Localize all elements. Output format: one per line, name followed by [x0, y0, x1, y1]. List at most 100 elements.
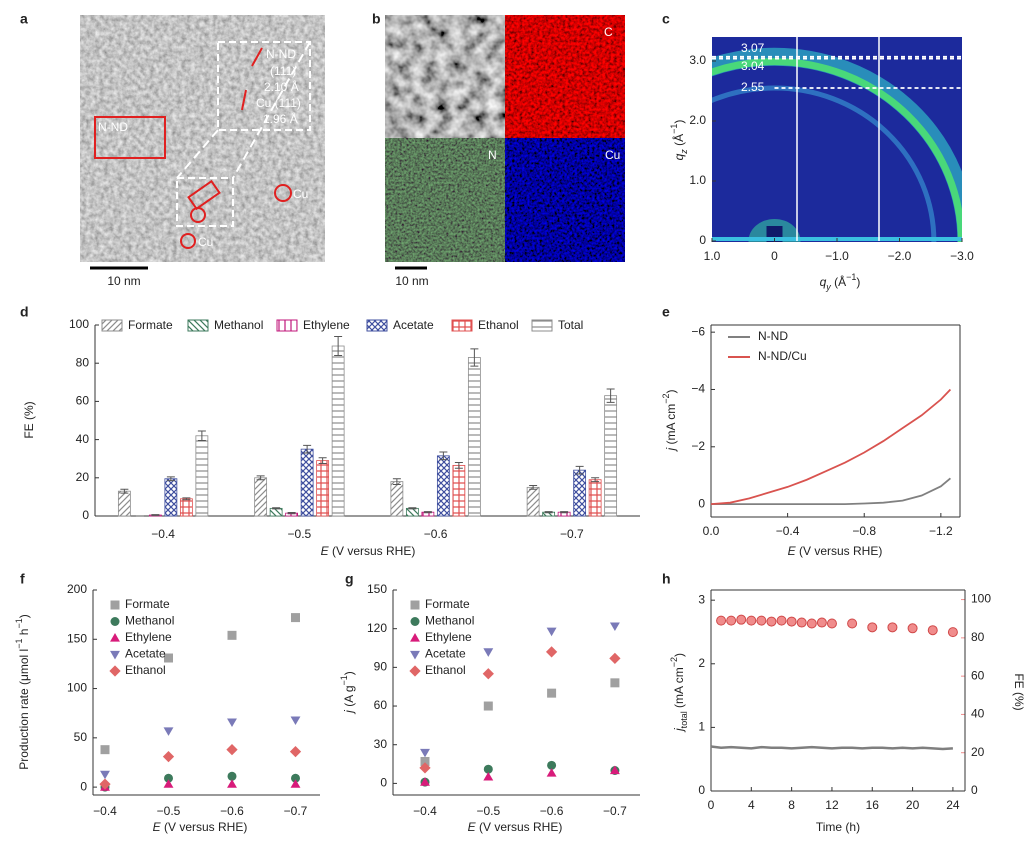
bar [164, 478, 178, 517]
y-tick-label: 0 [699, 233, 706, 247]
legend-label: Formate [128, 318, 173, 332]
spacing-label: 2.55 [741, 80, 765, 94]
y-tick-label: 200 [67, 582, 87, 596]
particle-marker [190, 207, 206, 223]
label-part: q [820, 275, 827, 289]
legend-label: Methanol [214, 318, 263, 332]
lattice-arrow [241, 89, 247, 111]
label-part: y [825, 282, 831, 292]
bar [117, 490, 131, 517]
y-tick-label: 0 [971, 783, 978, 797]
data-point [726, 615, 737, 626]
panel-letter: d [20, 304, 29, 320]
legend-marker [110, 617, 120, 626]
y-axis-label: j (mA cm−2) [661, 390, 678, 453]
data-point [545, 646, 558, 658]
data-point [746, 615, 757, 626]
y-tick-label: 2 [698, 656, 705, 670]
inset-box [217, 41, 311, 131]
y-axis-label: qz (Å−1) [669, 120, 689, 161]
y-tick-label: 1.0 [689, 173, 706, 187]
panel-letter: g [345, 571, 354, 587]
error-bar [151, 514, 160, 516]
diffraction-image [712, 37, 962, 242]
x-tick-label: −0.7 [603, 804, 627, 818]
legend-label: N-ND/Cu [758, 349, 807, 363]
image-label: C [604, 25, 613, 39]
image-label: Cu [605, 148, 620, 162]
zoom-line [232, 41, 311, 179]
y-tick-label: 40 [76, 432, 90, 446]
legend-swatch [531, 319, 553, 332]
data-point [609, 765, 620, 775]
y-tick-label: 3 [698, 592, 705, 606]
data-point [291, 773, 300, 783]
data-point [482, 668, 494, 680]
panel-letter: h [662, 571, 671, 587]
label-part: E [788, 544, 797, 558]
data-point [806, 618, 817, 629]
data-point [756, 615, 767, 626]
y-tick-label: 60 [76, 394, 90, 408]
label-part: E [321, 544, 330, 558]
label-part: z [679, 149, 689, 155]
zoom-box [176, 177, 234, 227]
image-label: N-ND [98, 120, 128, 134]
y-tick-label: 0 [698, 783, 705, 797]
legend-marker [410, 650, 420, 660]
scale-bar-label: 10 nm [395, 274, 428, 288]
label-part: (mA cm [664, 404, 678, 448]
x-tick-label: 0 [708, 798, 715, 812]
bar [179, 498, 193, 517]
panel-letter: f [20, 571, 25, 587]
bar [573, 469, 587, 517]
y-tick-label: −6 [691, 324, 705, 338]
image-label: Cu [293, 187, 308, 201]
error-bar [392, 478, 401, 485]
x-tick-label: −3.0 [950, 249, 974, 263]
y-tick-label: 40 [971, 707, 985, 721]
label-part: −1 [846, 272, 856, 282]
legend-label: Ethylene [425, 630, 472, 644]
label-part: (V versus RHE) [329, 544, 416, 558]
data-point [736, 614, 747, 625]
data-point [907, 623, 918, 634]
label-part: −1 [14, 618, 24, 628]
legend-label: Methanol [125, 614, 174, 628]
bar [390, 481, 404, 517]
legend-swatch [187, 319, 209, 332]
data-point [227, 771, 237, 781]
x-tick-label: −0.6 [424, 527, 448, 541]
x-tick-label: 0 [771, 249, 778, 263]
lattice-arrow [251, 47, 263, 67]
data-point [164, 773, 173, 783]
label-part: Production rate (μmol l [17, 649, 31, 770]
data-point [291, 613, 300, 623]
x-tick-label: −0.6 [540, 804, 564, 818]
legend-marker [110, 600, 120, 610]
error-bar [423, 511, 432, 514]
label-part: j [672, 728, 686, 733]
data-point [766, 616, 777, 627]
data-point [547, 688, 557, 698]
x-tick-label: 8 [788, 798, 795, 812]
label-part: ) [856, 275, 860, 289]
y-tick-label: 0 [380, 776, 387, 790]
y-tick-label: 80 [971, 630, 985, 644]
label-part: (mA cm [672, 667, 686, 711]
error-bar [182, 497, 191, 501]
error-bar [120, 488, 129, 494]
x-tick-label: −1.0 [825, 249, 849, 263]
data-point [847, 618, 858, 629]
y-tick-label: 100 [971, 592, 991, 606]
y-tick-label: 20 [971, 745, 985, 759]
x-tick-label: 24 [946, 798, 960, 812]
x-tick-label: 1.0 [704, 249, 721, 263]
legend-swatch [101, 319, 123, 332]
label-part: −1 [339, 675, 349, 685]
panel-letter: c [662, 11, 670, 27]
y-tick-label: 3.0 [689, 53, 706, 67]
data-point [227, 630, 237, 640]
y-tick-label: 1 [698, 720, 705, 734]
